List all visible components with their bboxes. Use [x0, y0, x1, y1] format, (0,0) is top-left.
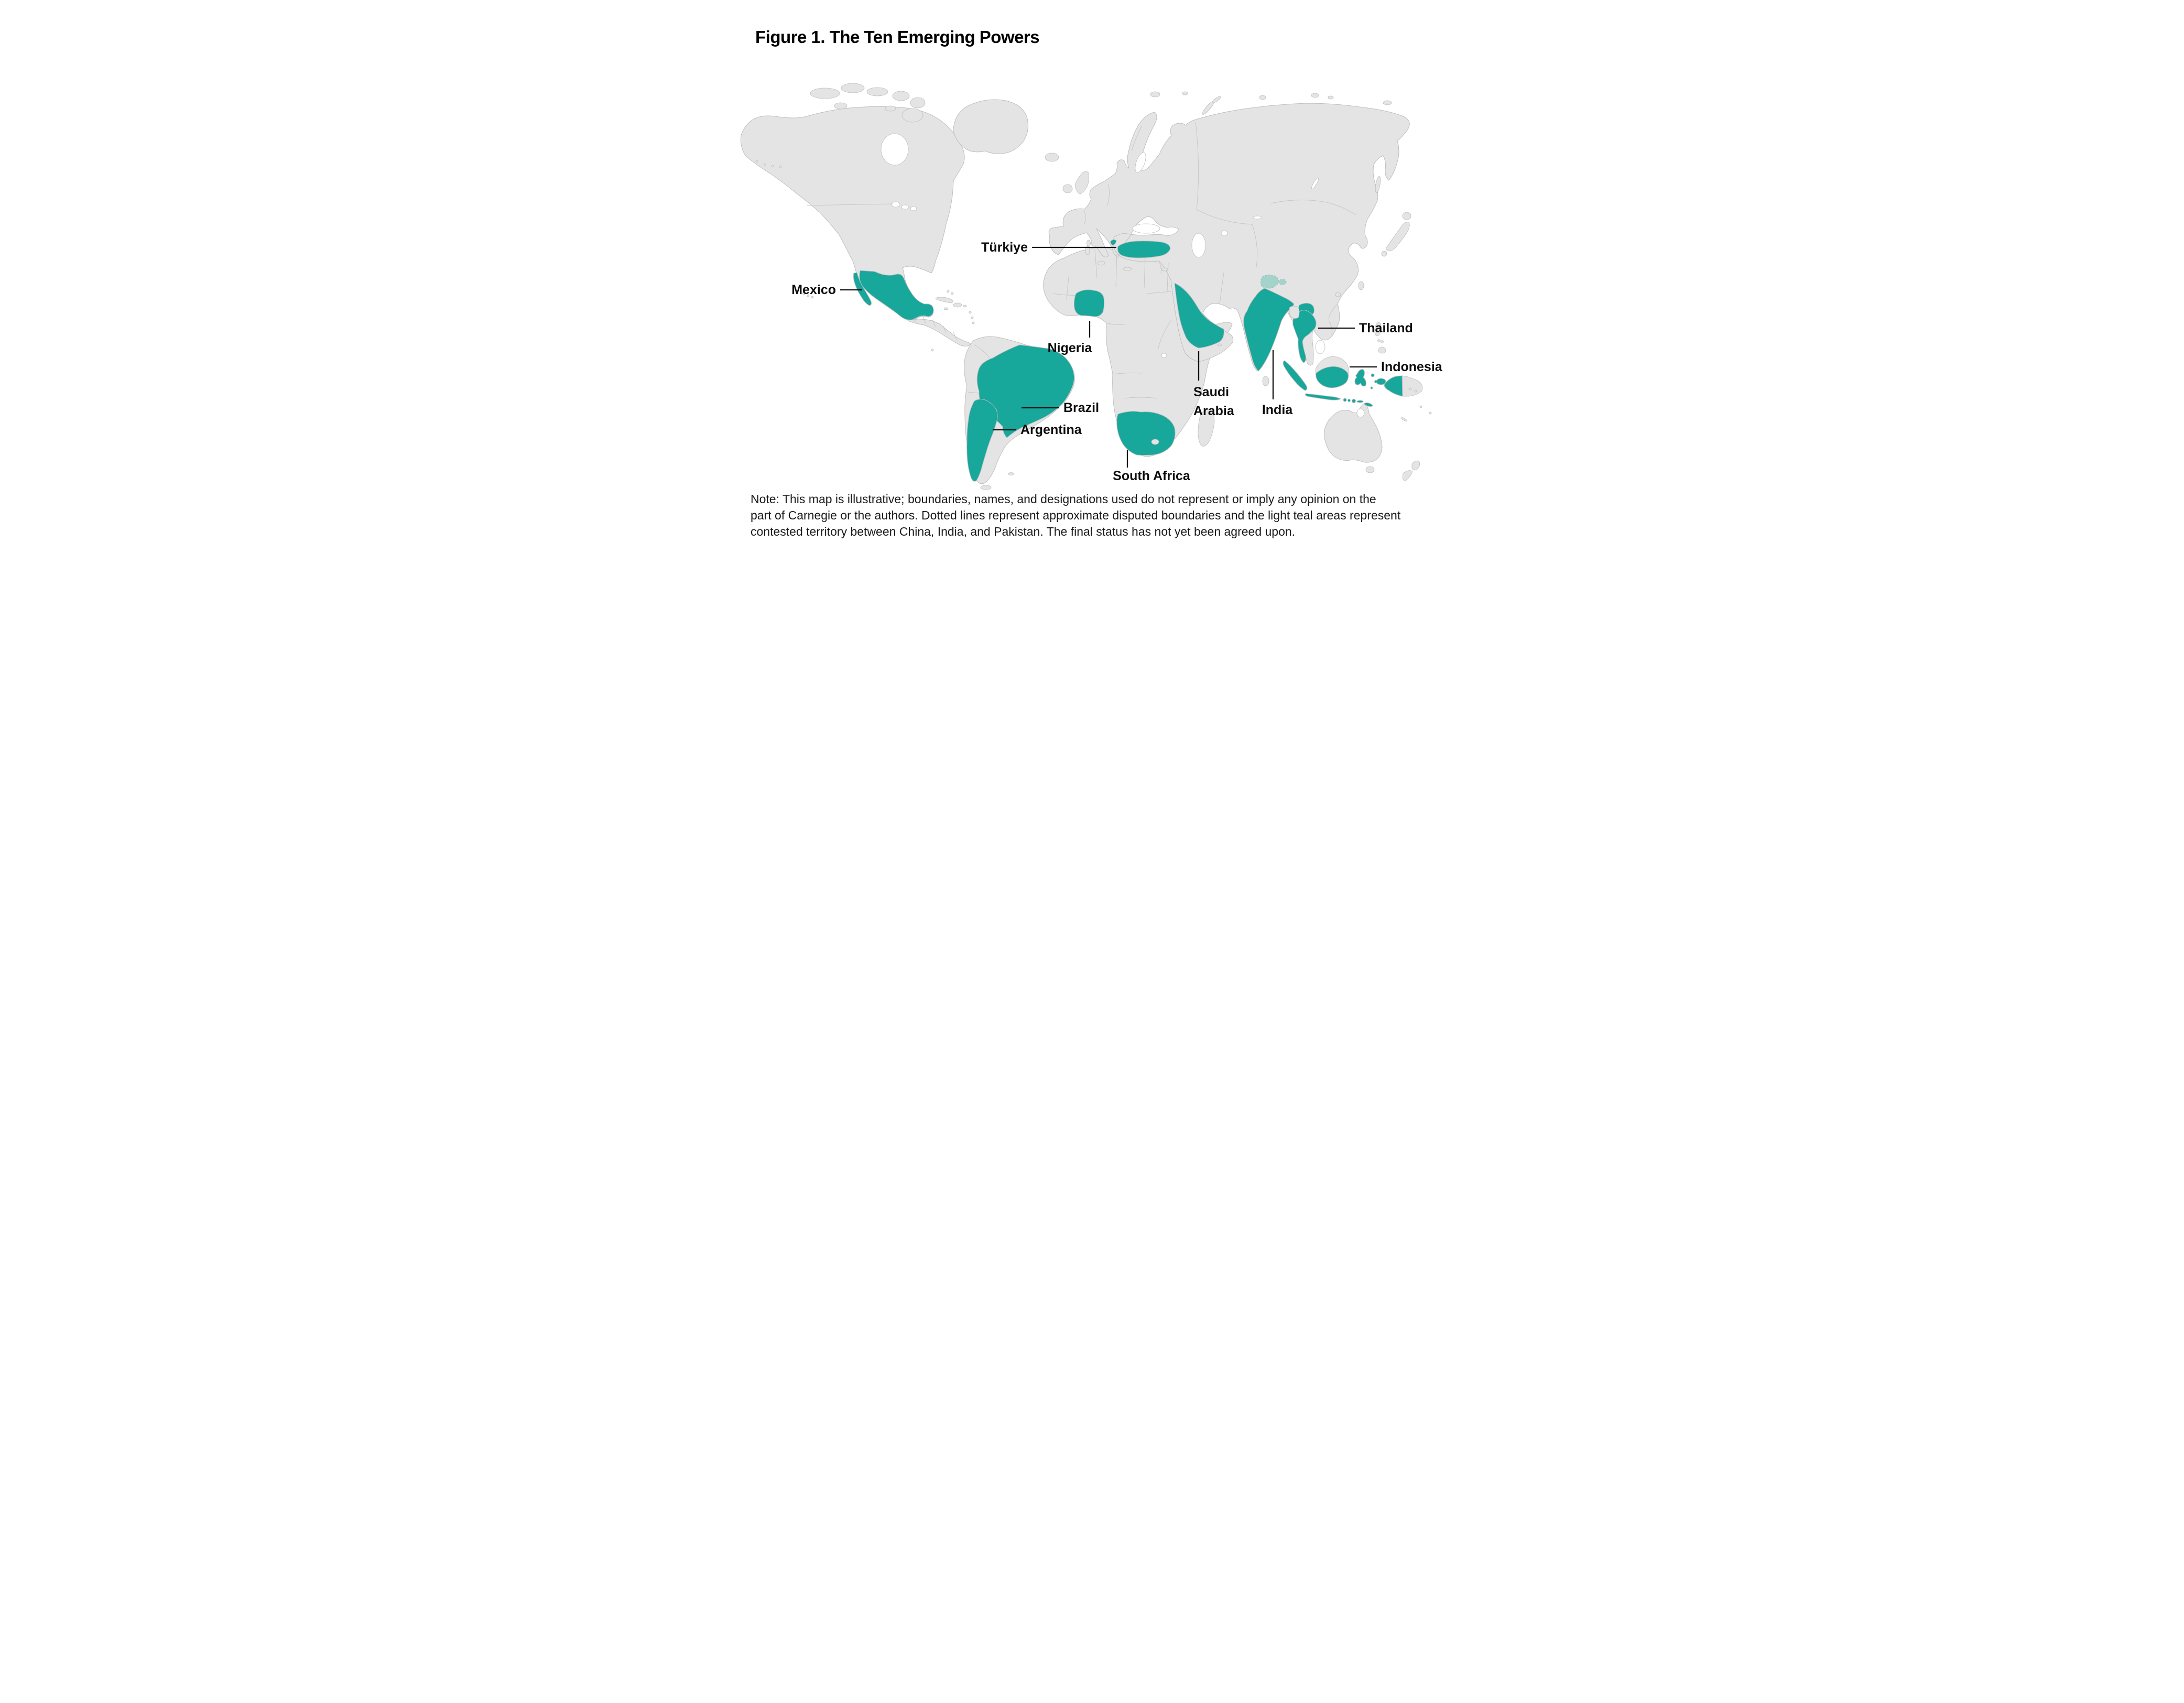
country-saudi-arabia — [1174, 283, 1224, 349]
leader-lines — [840, 246, 1377, 468]
country-india — [1243, 288, 1295, 372]
country-labels: Mexico Türkiye Nigeria Saudi Arabia Indi… — [791, 240, 1443, 483]
baltic-sea — [1135, 152, 1146, 173]
country-indonesia-kalimantan — [1316, 366, 1349, 388]
island-new-zealand-south — [1402, 470, 1413, 481]
note-line-1: Note: This map is illustrative; boundari… — [751, 492, 1376, 506]
country-thailand — [1292, 310, 1317, 363]
lake-baikal — [1311, 178, 1319, 189]
landmass-greenland — [953, 99, 1028, 154]
country-south-africa — [1116, 411, 1176, 455]
country-label-nigeria: Nigeria — [1048, 341, 1093, 355]
figure-note: Note: This map is illustrative; boundari… — [751, 492, 1401, 538]
aral-sea — [1221, 230, 1228, 236]
island-madagascar — [1198, 409, 1215, 447]
note-line-2: part of Carnegie or the authors. Dotted … — [751, 508, 1401, 522]
figure-title: Figure 1. The Ten Emerging Powers — [755, 27, 1039, 47]
country-indonesia-birds-head — [1376, 378, 1386, 385]
country-label-indonesia: Indonesia — [1381, 360, 1443, 374]
great-lakes — [891, 201, 900, 208]
country-indonesia-sulawesi — [1354, 369, 1366, 387]
island-cuba — [936, 297, 953, 303]
gulf-of-carpentaria — [1356, 408, 1365, 418]
contested-territories — [1260, 274, 1287, 289]
gulf-of-thailand — [1315, 340, 1325, 354]
highlighted-countries — [853, 239, 1403, 482]
country-label-thailand: Thailand — [1359, 321, 1413, 335]
country-label-saudi-arabia-line1: Saudi — [1193, 385, 1229, 399]
island-new-guinea-east — [1402, 375, 1423, 397]
lake-victoria — [1161, 353, 1167, 358]
country-label-mexico: Mexico — [791, 283, 836, 297]
country-label-argentina: Argentina — [1020, 422, 1082, 437]
island-great-britain — [1074, 171, 1090, 194]
hudson-bay — [881, 133, 909, 166]
black-sea — [1132, 223, 1160, 234]
figure-page: Mexico Türkiye Nigeria Saudi Arabia Indi… — [728, 0, 1456, 568]
country-brazil — [976, 344, 1074, 438]
lesotho-enclave — [1151, 439, 1159, 445]
country-label-brazil: Brazil — [1063, 400, 1099, 415]
country-borders — [806, 121, 1356, 429]
caspian-sea — [1191, 233, 1206, 258]
note-line-3: contested territory between China, India… — [751, 525, 1295, 538]
country-nigeria — [1073, 289, 1105, 317]
landmass-north-america — [740, 106, 972, 346]
country-label-saudi-arabia-line2: Arabia — [1193, 404, 1235, 418]
country-indonesia-sumatra — [1283, 360, 1308, 391]
country-indonesia-java — [1305, 393, 1341, 400]
landmass-australia — [1324, 403, 1383, 463]
inland-waters — [881, 133, 1365, 418]
lake-balkhash — [1253, 215, 1262, 220]
country-mexico — [859, 270, 934, 320]
world-map-canvas: Mexico Türkiye Nigeria Saudi Arabia Indi… — [728, 0, 1456, 568]
island-honshu-japan — [1386, 221, 1410, 252]
island-new-zealand-north — [1411, 460, 1420, 471]
country-indonesia-west-papua — [1384, 375, 1403, 397]
bangladesh — [1289, 306, 1300, 319]
contested-aksai-chin — [1278, 279, 1287, 285]
country-argentina — [966, 399, 998, 482]
country-label-turkiye: Türkiye — [981, 240, 1028, 255]
country-label-south-africa: South Africa — [1113, 469, 1191, 483]
country-turkiye-thrace — [1110, 239, 1117, 246]
country-label-india: India — [1262, 403, 1293, 417]
contested-kashmir — [1260, 274, 1279, 289]
minor-islands — [755, 83, 1432, 490]
country-turkiye — [1117, 241, 1171, 258]
country-mexico-baja — [853, 272, 872, 306]
